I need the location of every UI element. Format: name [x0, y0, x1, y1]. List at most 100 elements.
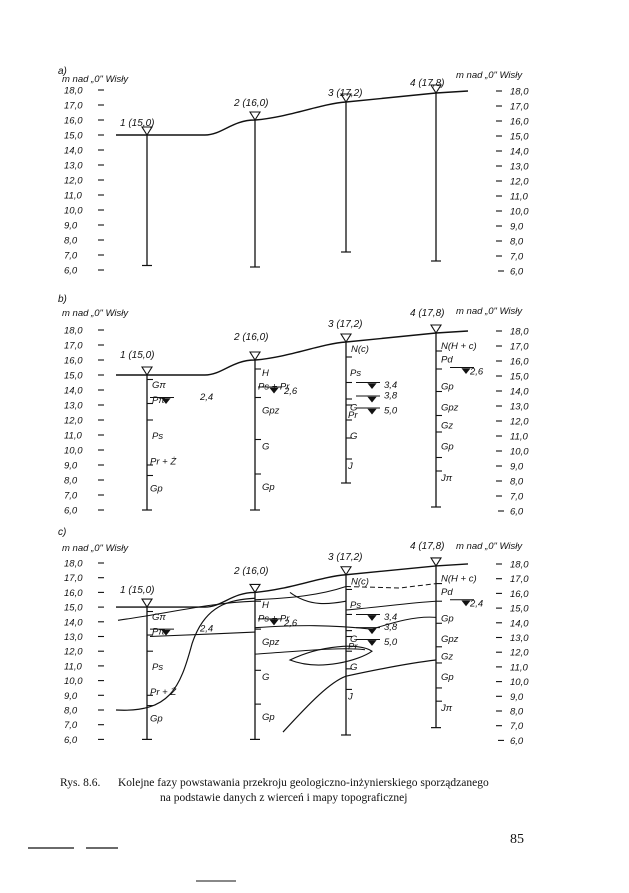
panel-b-water-level-marker: [161, 398, 171, 404]
panel-a-left-tick-label: 13,0: [64, 161, 83, 172]
page-number: 85: [510, 832, 524, 847]
boundary-upper: [117, 600, 256, 621]
panel-b-right-tick-label: 7,0: [510, 492, 524, 503]
panel-b-right-tick-label: 17,0: [510, 342, 529, 353]
panel-c-layer-3: Ps: [152, 662, 163, 673]
panel-c-borehole-marker: [340, 566, 352, 576]
boundary-gp: [371, 616, 437, 630]
panel-b-right-tick-label: 18,0: [510, 327, 529, 338]
panel-c-right-tick-label: 17,0: [510, 574, 529, 585]
panel-a-right-tick-label: 10,0: [510, 207, 529, 218]
panel-c-right-tick-label: 16,0: [510, 589, 529, 600]
boundary-nc-dashed: [345, 583, 437, 589]
panel-b-layer-6: H: [262, 368, 269, 379]
panel-a-terrain-line: [116, 90, 469, 136]
panel-c-water-level-marker: [269, 619, 279, 626]
panel-b-layer-9: G: [262, 442, 269, 453]
panel-a-right-tick-label: 18,0: [510, 87, 529, 98]
panel-b-borehole-label: 4 (17,8): [410, 308, 444, 319]
caption-number: Rys. 8.6.: [60, 777, 101, 789]
panel-c-left-tick-label: 18,0: [64, 559, 83, 570]
panel-b-layer-2: Pπ: [152, 395, 165, 406]
panel-b-left-axis-title: m nad „0" Wisły: [62, 308, 129, 319]
panel-b-layer-14: Pr: [348, 410, 358, 421]
panel-c-layer-13: G: [350, 634, 357, 645]
panel-a-borehole-label: 1 (15,0): [120, 118, 154, 129]
panel-b-layer-5: Gp: [150, 484, 163, 495]
panel-c-layer-12: Ps: [350, 600, 361, 611]
panel-a-left-tick-label: 10,0: [64, 206, 83, 217]
panel-b-borehole-label: 3 (17,2): [328, 319, 362, 330]
panel-b-label: b): [58, 294, 67, 305]
panel-b-layer-16: J: [347, 461, 353, 472]
panel-c-right-tick-label: 10,0: [510, 677, 529, 688]
panel-a-borehole-marker: [249, 111, 261, 122]
panel-c-left-tick-label: 16,0: [64, 588, 83, 599]
panel-b-layer-12: Ps: [350, 368, 361, 379]
panel-b-terrain-line: [116, 330, 469, 376]
panel-a-left-tick-label: 17,0: [64, 101, 83, 112]
panel-a-left-tick-label: 12,0: [64, 176, 83, 187]
panel-c-borehole-label: 2 (16,0): [233, 566, 268, 577]
panel-b-layer-19: Gp: [441, 382, 454, 393]
panel-c-layer-22: Gp: [441, 672, 454, 683]
panel-b-water-level-marker: [269, 387, 279, 394]
panel-a-right-tick-label: 16,0: [510, 117, 529, 128]
panel-b-left-tick-label: 13,0: [64, 401, 83, 412]
panel-b-layer-21: Gz: [441, 421, 453, 432]
panel-c-right-tick-label: 15,0: [510, 604, 529, 615]
panel-b-layer-20: Gpz: [441, 403, 459, 414]
panel-a-left-tick-label: 18,0: [64, 86, 83, 97]
panel-b-left-tick-label: 9,0: [64, 461, 78, 472]
panel-c-layer-16: J: [347, 691, 353, 702]
panel-c-borehole-label: 4 (17,8): [410, 541, 444, 552]
panel-c-left-tick-label: 13,0: [64, 632, 83, 643]
panel-b-water-level-label: 2,6: [283, 386, 298, 397]
panel-c-water-level-label: 2,4: [469, 599, 483, 610]
panel-c-right-tick-label: 6,0: [510, 736, 524, 747]
panel-c-water-level-marker: [161, 629, 171, 636]
boundary-sandy-clay: [115, 597, 256, 711]
panel-a-right-tick-label: 17,0: [510, 102, 529, 113]
panel-a-left-tick-label: 7,0: [64, 251, 78, 262]
panel-a-right-axis-title: m nad „0" Wisły: [456, 70, 523, 81]
panel-a-left-tick-label: 15,0: [64, 131, 83, 142]
panel-b-layer-11: N(c): [351, 344, 369, 355]
panel-c-terrain-line: [116, 563, 469, 608]
panel-b-left-tick-label: 18,0: [64, 326, 83, 337]
panel-c-right-axis-title: m nad „0" Wisły: [456, 541, 523, 552]
panel-a-borehole-marker: [430, 84, 442, 95]
panel-b-right-tick-label: 16,0: [510, 357, 529, 368]
boundary-g: [254, 648, 366, 655]
panel-c-water-level-label: 2,4: [199, 624, 213, 635]
panel-b-layer-10: Gp: [262, 482, 275, 493]
panel-b-layer-15: G: [350, 431, 357, 442]
panel-b-left-tick-label: 17,0: [64, 341, 83, 352]
panel-b-water-level-marker: [461, 368, 471, 374]
panel-c-right-tick-label: 14,0: [510, 618, 529, 629]
panel-a-right-tick-label: 15,0: [510, 132, 529, 143]
panel-c-water-level-marker: [367, 640, 377, 646]
panel-c-borehole-label: 1 (15,0): [120, 585, 154, 596]
panel-c-water-level-label: 2,6: [283, 618, 298, 629]
panel-b-right-tick-label: 6,0: [510, 507, 524, 518]
boundary-lens-top: [289, 591, 347, 605]
panel-c-layer-23: Jπ: [440, 703, 453, 714]
panel-a-right-tick-label: 9,0: [510, 222, 524, 233]
panel-c-water-level-marker: [367, 615, 377, 621]
panel-b-right-tick-label: 8,0: [510, 477, 524, 488]
panel-c-right-tick-label: 8,0: [510, 707, 524, 718]
panel-a-right-tick-label: 7,0: [510, 252, 524, 263]
panel-c-layer-2: Pπ: [152, 627, 165, 638]
panel-c-layer-15: G: [350, 662, 357, 673]
panel-a-right-tick-label: 14,0: [510, 147, 529, 158]
panel-b-layer-22: Gp: [441, 442, 454, 453]
panel-a-borehole-label: 2 (16,0): [233, 98, 268, 109]
panel-b-borehole-marker: [430, 324, 442, 335]
panel-b-borehole-label: 1 (15,0): [120, 350, 154, 361]
panel-b-layer-18: Pd: [441, 355, 453, 366]
panel-c-layer-9: G: [262, 672, 269, 683]
panel-c-water-level-marker: [461, 600, 471, 607]
panel-c-layer-20: Gpz: [441, 634, 459, 645]
